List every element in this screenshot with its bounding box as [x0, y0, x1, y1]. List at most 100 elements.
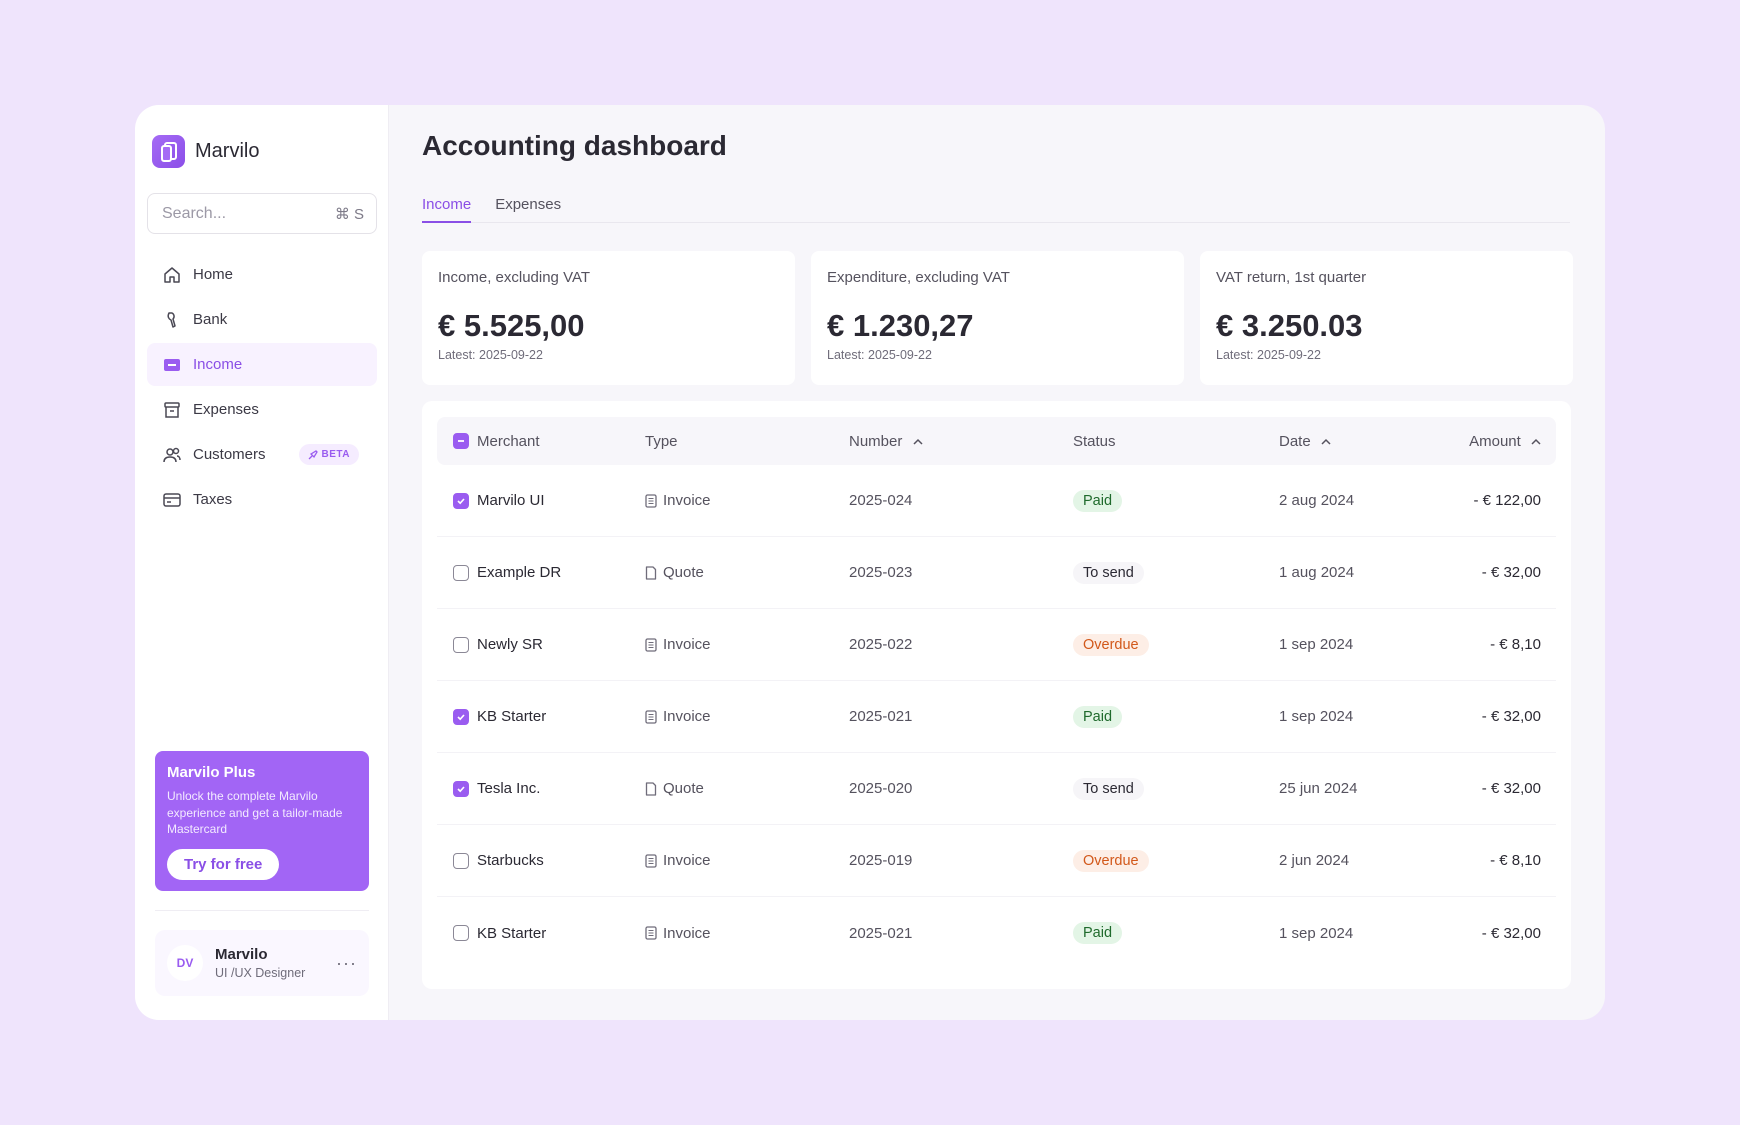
promo-title: Marvilo Plus — [167, 764, 256, 781]
status-badge: Overdue — [1073, 849, 1149, 872]
date-cell: 25 jun 2024 — [1279, 780, 1358, 797]
marvilo-logo-icon — [152, 135, 185, 168]
status-badge: To send — [1073, 561, 1144, 584]
status-cell: Overdue — [1073, 849, 1279, 872]
upgrade-promo: Marvilo Plus Unlock the complete Marvilo… — [155, 751, 369, 891]
user-profile[interactable]: DV Marvilo UI /UX Designer ··· — [155, 930, 369, 996]
type-cell: Quote — [645, 564, 849, 581]
search-input[interactable] — [162, 204, 312, 223]
date-cell: 1 sep 2024 — [1279, 708, 1354, 725]
row-checkbox[interactable] — [453, 925, 469, 941]
number-cell: 2025-023 — [849, 564, 913, 581]
amount-cell: - € 32,00 — [1481, 924, 1541, 942]
sidebar-item-label: Expenses — [193, 401, 259, 418]
type-cell: Invoice — [645, 492, 849, 509]
sidebar-item-customers[interactable]: Customers BETA — [147, 433, 377, 476]
status-cell: Paid — [1073, 489, 1279, 512]
table-row[interactable]: Tesla Inc. Quote 2025-020 To send 25 jun 202… — [437, 753, 1556, 825]
search-shortcut: ⌘ S — [334, 205, 364, 223]
merchant-cell: KB Starter — [477, 924, 547, 942]
header-date[interactable]: Date — [1279, 433, 1439, 450]
number-cell: 2025-021 — [849, 708, 913, 725]
header-merchant[interactable]: Merchant — [477, 432, 540, 450]
sidebar-item-label: Home — [193, 266, 234, 283]
tab-bar: Income Expenses — [422, 190, 1570, 223]
header-status[interactable]: Status — [1073, 432, 1116, 450]
type-cell: Invoice — [645, 852, 849, 869]
invoice-icon — [645, 853, 657, 868]
tab-income[interactable]: Income — [422, 190, 472, 223]
header-number[interactable]: Number — [849, 433, 1073, 450]
type-cell: Invoice — [645, 708, 849, 725]
table-header: Merchant Type Number Status Date Amount — [437, 417, 1556, 465]
sidebar-item-home[interactable]: Home — [147, 253, 377, 296]
merchant-cell: KB Starter — [477, 708, 547, 725]
brand-name: Marvilo — [195, 140, 260, 162]
amount-cell: - € 32,00 — [1481, 780, 1541, 797]
status-cell: To send — [1073, 561, 1279, 584]
more-options-icon[interactable]: ··· — [336, 952, 357, 973]
transactions-table: Merchant Type Number Status Date Amount … — [422, 401, 1571, 989]
brand[interactable]: Marvilo — [152, 135, 259, 168]
sidebar-item-expenses[interactable]: Expenses — [147, 388, 377, 431]
summary-cards: Income, excluding VAT € 5.525,00 Latest:… — [422, 251, 1573, 385]
sidebar-item-income[interactable]: Income — [147, 343, 377, 386]
header-type[interactable]: Type — [645, 432, 678, 450]
status-badge: Overdue — [1073, 633, 1149, 656]
number-cell: 2025-019 — [849, 852, 913, 869]
select-all-checkbox[interactable] — [453, 433, 469, 449]
date-cell: 2 jun 2024 — [1279, 852, 1350, 869]
status-badge: To send — [1073, 777, 1144, 800]
table-row[interactable]: Example DR Quote 2025-023 To send 1 aug 2024… — [437, 537, 1556, 609]
table-row[interactable]: KB Starter Invoice 2025-021 Paid 1 sep 2024 -… — [437, 681, 1556, 753]
sidebar-item-taxes[interactable]: Taxes — [147, 478, 377, 521]
sidebar-item-label: Income — [193, 356, 243, 373]
header-date-label: Date — [1279, 432, 1311, 450]
row-checkbox[interactable] — [453, 852, 469, 869]
avatar: DV — [167, 945, 203, 981]
promo-text: Unlock the complete Marvilo experience a… — [167, 789, 343, 836]
try-for-free-button[interactable]: Try for free — [167, 849, 280, 880]
card-value: € 3.250.03 — [1216, 308, 1363, 343]
header-amount[interactable]: Amount — [1439, 433, 1556, 450]
type-label: Invoice — [663, 708, 711, 725]
summary-card-vat: VAT return, 1st quarter € 3.250.03 Lates… — [1200, 251, 1573, 385]
search-box[interactable]: ⌘ S — [147, 193, 377, 234]
row-checkbox[interactable] — [453, 780, 469, 797]
header-number-label: Number — [849, 432, 903, 450]
amount-cell: - € 32,00 — [1481, 564, 1541, 581]
bank-icon — [163, 311, 181, 329]
table-row[interactable]: Marvilo UI Invoice 2025-024 Paid 2 aug 2024 -… — [437, 465, 1556, 537]
status-cell: To send — [1073, 777, 1279, 800]
date-cell: 1 aug 2024 — [1279, 564, 1355, 581]
type-cell: Invoice — [645, 925, 849, 942]
row-checkbox[interactable] — [453, 708, 469, 725]
number-cell: 2025-024 — [849, 492, 913, 509]
sidebar-divider — [155, 910, 369, 911]
type-label: Invoice — [663, 852, 711, 869]
app-window: Marvilo ⌘ S Home Bank — [135, 105, 1605, 1020]
status-badge: Paid — [1073, 922, 1123, 944]
row-checkbox[interactable] — [453, 492, 469, 509]
card-value: € 1.230,27 — [827, 308, 974, 343]
sidebar: Marvilo ⌘ S Home Bank — [135, 105, 389, 1020]
main-content: Accounting dashboard Income Expenses Inc… — [389, 105, 1605, 1020]
merchant-cell: Tesla Inc. — [477, 780, 541, 797]
table-row[interactable]: KB Starter Invoice 2025-021 Paid 1 sep 2024 -… — [437, 897, 1556, 969]
table-row[interactable]: Newly SR Invoice 2025-022 Overdue 1 sep 2024… — [437, 609, 1556, 681]
row-checkbox[interactable] — [453, 636, 469, 653]
header-amount-label: Amount — [1469, 432, 1521, 450]
card-label: VAT return, 1st quarter — [1216, 269, 1367, 286]
tab-expenses[interactable]: Expenses — [495, 196, 562, 213]
type-cell: Invoice — [645, 636, 849, 653]
type-label: Quote — [663, 780, 704, 797]
row-checkbox[interactable] — [453, 564, 469, 581]
sidebar-item-label: Customers — [193, 446, 266, 463]
number-cell: 2025-021 — [849, 924, 913, 942]
sidebar-item-label: Bank — [193, 311, 228, 328]
home-icon — [163, 266, 181, 284]
taxes-icon — [163, 491, 181, 509]
table-row[interactable]: Starbucks Invoice 2025-019 Overdue 2 jun 202… — [437, 825, 1556, 897]
sidebar-item-bank[interactable]: Bank — [147, 298, 377, 341]
summary-card-income: Income, excluding VAT € 5.525,00 Latest:… — [422, 251, 795, 385]
